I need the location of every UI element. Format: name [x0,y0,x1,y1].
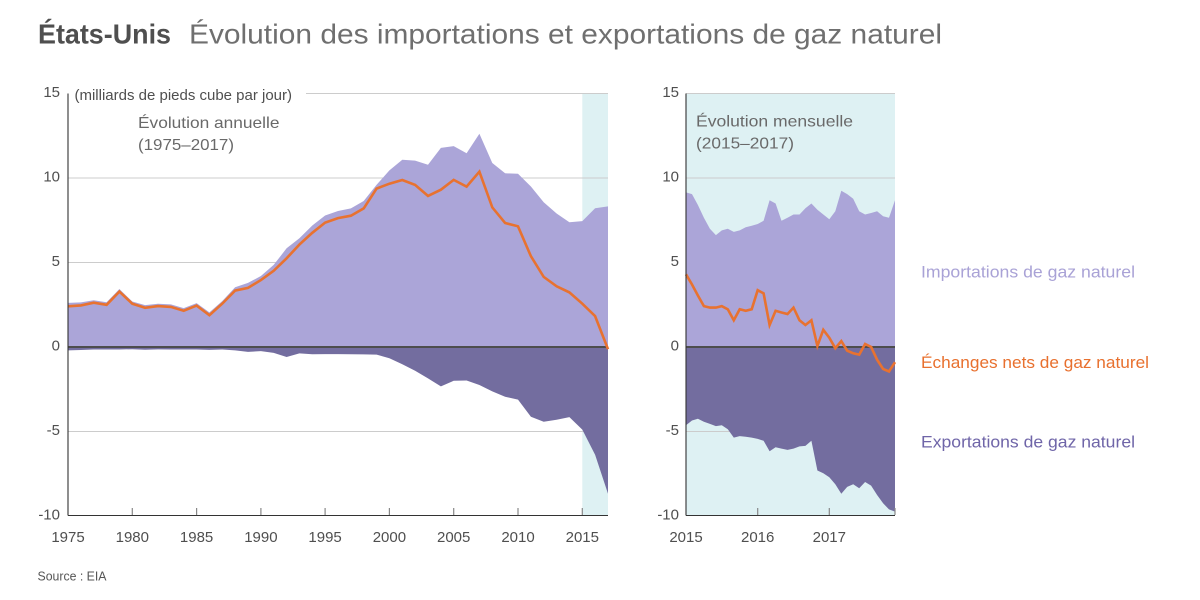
svg-text:Échanges nets de gaz naturel: Échanges nets de gaz naturel [921,353,1149,372]
svg-text:Source : EIA: Source : EIA [38,570,108,584]
svg-text:-10: -10 [657,507,679,524]
svg-text:1980: 1980 [116,529,149,546]
svg-text:0: 0 [52,338,60,355]
svg-text:(2015–2017): (2015–2017) [696,136,794,153]
svg-text:2000: 2000 [373,529,406,546]
svg-text:-5: -5 [666,422,679,439]
svg-text:Évolution des importations et: Évolution des importations et exportatio… [189,19,942,50]
svg-text:10: 10 [43,169,60,186]
svg-text:15: 15 [662,84,679,101]
svg-text:1995: 1995 [308,529,341,546]
svg-text:1985: 1985 [180,529,213,546]
svg-text:Importations de gaz naturel: Importations de gaz naturel [921,263,1135,282]
svg-text:Évolution mensuelle: Évolution mensuelle [696,112,853,131]
svg-text:10: 10 [662,169,679,186]
svg-text:5: 5 [671,253,679,270]
svg-text:5: 5 [52,253,60,270]
svg-text:-10: -10 [38,507,60,524]
svg-text:(milliards de pieds cube par j: (milliards de pieds cube par jour) [75,87,293,104]
svg-text:1990: 1990 [244,529,277,546]
svg-text:(1975–2017): (1975–2017) [138,137,234,154]
svg-text:-5: -5 [47,422,60,439]
svg-text:2017: 2017 [813,529,846,546]
svg-text:2010: 2010 [501,529,534,546]
svg-text:2015: 2015 [669,529,702,546]
svg-text:2015: 2015 [566,529,599,546]
svg-text:2005: 2005 [437,529,470,546]
svg-text:Exportations de gaz naturel: Exportations de gaz naturel [921,433,1135,452]
svg-text:2016: 2016 [741,529,774,546]
svg-text:1975: 1975 [51,529,84,546]
svg-text:Évolution annuelle: Évolution annuelle [138,113,280,132]
svg-text:États-Unis: États-Unis [38,19,171,50]
svg-text:15: 15 [43,84,60,101]
svg-text:0: 0 [671,338,679,355]
